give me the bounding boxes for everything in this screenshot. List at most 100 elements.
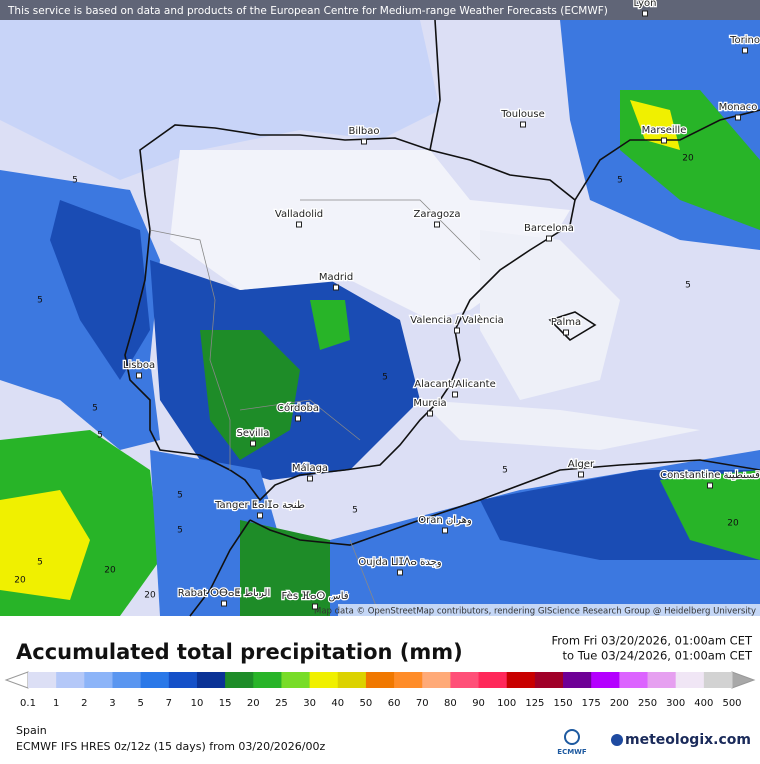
color-segment — [563, 672, 592, 688]
color-segment — [534, 672, 564, 688]
color-segment — [140, 672, 170, 688]
city-marker — [434, 221, 440, 228]
color-segment — [281, 672, 311, 688]
contour-label: 5 — [92, 404, 98, 414]
color-segment — [28, 672, 57, 688]
city-label: Madrid — [319, 272, 353, 283]
legend-label: 3 — [109, 698, 115, 709]
legend-label: 30 — [303, 698, 316, 709]
color-segment — [647, 672, 677, 688]
city-label: Alger — [568, 459, 595, 470]
legend-label: 7 — [166, 698, 172, 709]
contour-label: 5 — [502, 466, 508, 476]
color-segment — [675, 672, 705, 688]
legend-label: 200 — [610, 698, 629, 709]
city-marker — [312, 603, 318, 610]
contour-label: 5 — [382, 373, 388, 383]
color-segment — [84, 672, 113, 688]
city-label: Torino — [729, 35, 760, 46]
contour-label: 20 — [682, 154, 694, 164]
city-label: Barcelona — [524, 223, 574, 234]
over-triangle — [731, 671, 756, 689]
legend-label: 175 — [582, 698, 601, 709]
city-marker — [578, 471, 584, 478]
ecmwf-brand: ECMWF — [557, 748, 587, 756]
city-marker — [296, 221, 302, 228]
contour-label: 5 — [177, 491, 183, 501]
city-marker — [452, 391, 458, 398]
city-label: Tanger ⵟⴰⵏⵊⴰ طنجة — [214, 500, 305, 511]
color-segment — [337, 672, 367, 688]
city-marker — [563, 329, 569, 336]
color-segment — [225, 672, 254, 688]
city-label: Lyon — [633, 0, 656, 9]
color-segment — [450, 672, 480, 688]
contour-label: 5 — [685, 281, 691, 291]
color-segment — [365, 672, 395, 688]
contour-labels: 5 5 5 5 5 5 5 5 5 5 5 5 20 20 20 20 20 — [14, 154, 739, 601]
city-marker — [642, 10, 648, 17]
color-segment — [196, 672, 226, 688]
brand: meteologix.com — [625, 732, 751, 748]
legend-label: 60 — [388, 698, 401, 709]
legend-label: 1 — [53, 698, 59, 709]
city-label: Bilbao — [348, 126, 379, 137]
legend-label: 150 — [553, 698, 572, 709]
cities: Lyon Torino Monaco Toulouse Marseille Bilbao V… — [122, 0, 760, 610]
color-segment — [478, 672, 508, 688]
city-marker — [257, 512, 263, 519]
legend-label: 70 — [416, 698, 429, 709]
contour-label: 5 — [352, 506, 358, 516]
color-segment — [506, 672, 536, 688]
period-from: From Fri 03/20/2026, 01:00am CET — [552, 634, 753, 648]
city-label: Córdoba — [277, 402, 319, 414]
city-marker — [735, 114, 741, 121]
legend-label: 80 — [444, 698, 457, 709]
city-marker — [546, 235, 552, 242]
legend-label: 100 — [497, 698, 516, 709]
city-label: Monaco — [719, 102, 758, 113]
color-segment — [619, 672, 649, 688]
color-segment — [394, 672, 423, 688]
contour-label: 20 — [104, 566, 116, 576]
legend-label: 400 — [694, 698, 713, 709]
city-marker — [427, 410, 433, 417]
banner: This service is based on data and produc… — [7, 5, 608, 17]
contour-label: 5 — [97, 431, 103, 441]
legend-label: 10 — [191, 698, 204, 709]
legend-title: Accumulated total precipitation (mm) — [16, 640, 463, 664]
legend-label: 500 — [722, 698, 741, 709]
city-marker — [221, 600, 227, 607]
city-label: Oran وهران — [418, 515, 472, 526]
meteologix-logo — [611, 734, 623, 746]
color-segment — [591, 672, 620, 688]
city-label: Málaga — [292, 462, 328, 474]
legend-label: 20 — [247, 698, 260, 709]
city-label: Marseille — [642, 125, 687, 136]
precip-fields — [0, 20, 760, 616]
city-label: Lisboa — [123, 360, 155, 371]
color-segment — [168, 672, 198, 688]
color-segment — [703, 672, 733, 688]
legend-label: 300 — [666, 698, 685, 709]
city-label: Zaragoza — [413, 209, 460, 220]
region: Spain — [16, 724, 47, 737]
contour-label: 5 — [72, 176, 78, 186]
model-info: ECMWF IFS HRES 0z/12z (15 days) from 03/… — [16, 740, 326, 753]
legend-label: 15 — [219, 698, 232, 709]
contour-label: 5 — [177, 526, 183, 536]
city-label: Rabat ⵔⴱⴰⵟ الرباط — [178, 588, 270, 599]
city-marker — [520, 121, 526, 128]
city-label: Murcia — [413, 398, 446, 409]
city-label: Palma — [551, 317, 581, 328]
color-segment — [253, 672, 282, 688]
city-label: Valladolid — [275, 209, 323, 220]
city-marker — [136, 372, 142, 379]
ecmwf-logo — [564, 729, 580, 745]
city-label: Sevilla — [237, 428, 270, 439]
period-to: to Tue 03/24/2026, 01:00am CET — [563, 649, 753, 663]
legend-label: 125 — [525, 698, 544, 709]
city-marker — [250, 440, 256, 447]
city-label: Toulouse — [500, 109, 544, 120]
